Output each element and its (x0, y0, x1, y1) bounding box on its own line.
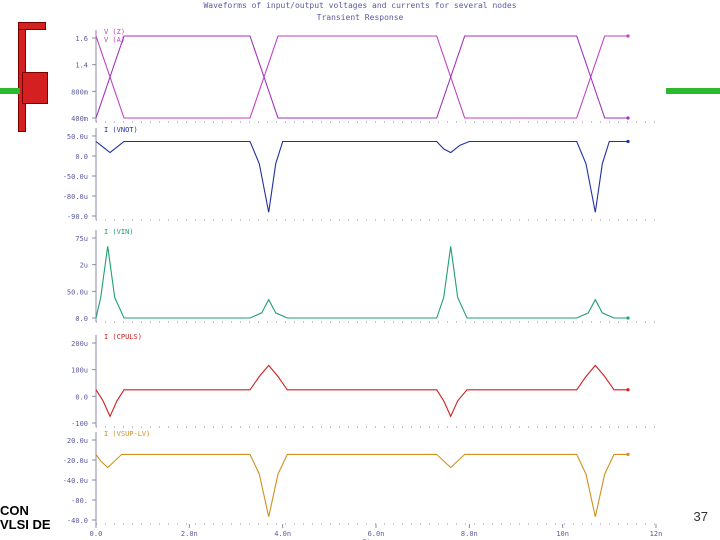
panel-2-series-0-end-marker (626, 316, 630, 320)
panel-1-series-0-line (95, 140, 628, 213)
panel-0-y-tick-label: 800m (71, 88, 88, 96)
x-tick-label: 4.0n (274, 530, 291, 538)
page-number: 37 (693, 509, 708, 524)
panel-3-y-tick-label: -100 (71, 420, 88, 428)
panel-1-y-tick-label: -90.0 (67, 213, 88, 221)
panel-4-series-0-end-marker (626, 452, 630, 456)
panel-0-y-tick-label: 1.4 (75, 62, 88, 70)
deco-red-horizontal-bar (18, 22, 46, 30)
panel-4-y-tick-label: -20.0u (63, 457, 88, 465)
panel-0-y-tick-label: 400m (71, 115, 88, 123)
panel-1-y-tick-label: 50.0u (67, 133, 88, 141)
panel-3-label: I (CPULS) (104, 333, 142, 341)
panel-0-label2: V (A) (104, 36, 125, 44)
panel-4-y-tick-label: 20.0u (67, 437, 88, 445)
panel-2-y-tick-label: 50.0u (67, 288, 88, 296)
panel-3-series-0-end-marker (626, 388, 630, 392)
panel-4-y-tick-label: -40.0 (67, 517, 88, 525)
panel-0-label: V (Z) (104, 28, 125, 36)
panel-3-series-0-line (95, 364, 628, 418)
panel-0-series-1-line (95, 35, 628, 119)
panel-1-y-tick-label: 0.0 (75, 153, 88, 161)
footer-line-1: CON (0, 503, 29, 518)
panel-4-y-tick-label: -80. (71, 497, 88, 505)
panel-1-label: I (VNOT) (104, 126, 138, 134)
panel-2-label: I (VIN) (104, 228, 134, 236)
panel-3-y-tick-label: 0.0 (75, 393, 88, 401)
panel-4-series-0-line (95, 453, 628, 517)
chart-subtitle: Transient Response (317, 13, 404, 22)
panel-3-y-tick-label: 100u (71, 367, 88, 375)
panel-4-y-tick-label: -40.0u (63, 477, 88, 485)
panel-2-series-0-line (95, 246, 628, 319)
panel-1-y-tick-label: -80.0u (63, 193, 88, 201)
panel-1-series-0-end-marker (626, 139, 630, 144)
panel-2-y-tick-label: 75u (75, 235, 88, 243)
panel-0-y-tick-label: 1.6 (75, 35, 88, 43)
x-tick-label: 2.0n (181, 530, 198, 538)
deco-green-bar-right (666, 88, 720, 94)
panel-3-y-tick-label: 200u (71, 340, 88, 348)
x-tick-label: 0.0 (90, 530, 103, 538)
x-tick-label: 8.0n (461, 530, 478, 538)
panel-0-series-0-line (95, 35, 628, 119)
panel-2-y-tick-label: 2u (80, 262, 88, 270)
panel-1-y-tick-label: -50.0u (63, 173, 88, 181)
deco-green-bar-left (0, 88, 20, 94)
panel-0-series-0-end-marker (626, 34, 630, 38)
x-tick-label: 6.0n (368, 530, 385, 538)
chart-title: Waveforms of input/output voltages and c… (203, 1, 516, 10)
x-tick-label: 12n (650, 530, 663, 538)
panel-2-y-tick-label: 0.0 (75, 315, 88, 323)
x-tick-label: 10n (556, 530, 569, 538)
panel-0-series-1-end-marker (626, 116, 630, 120)
panel-4-label: I (VSUP-LV) (104, 430, 150, 438)
footer-line-2: VLSI DE (0, 517, 51, 532)
deco-red-block (22, 72, 48, 104)
